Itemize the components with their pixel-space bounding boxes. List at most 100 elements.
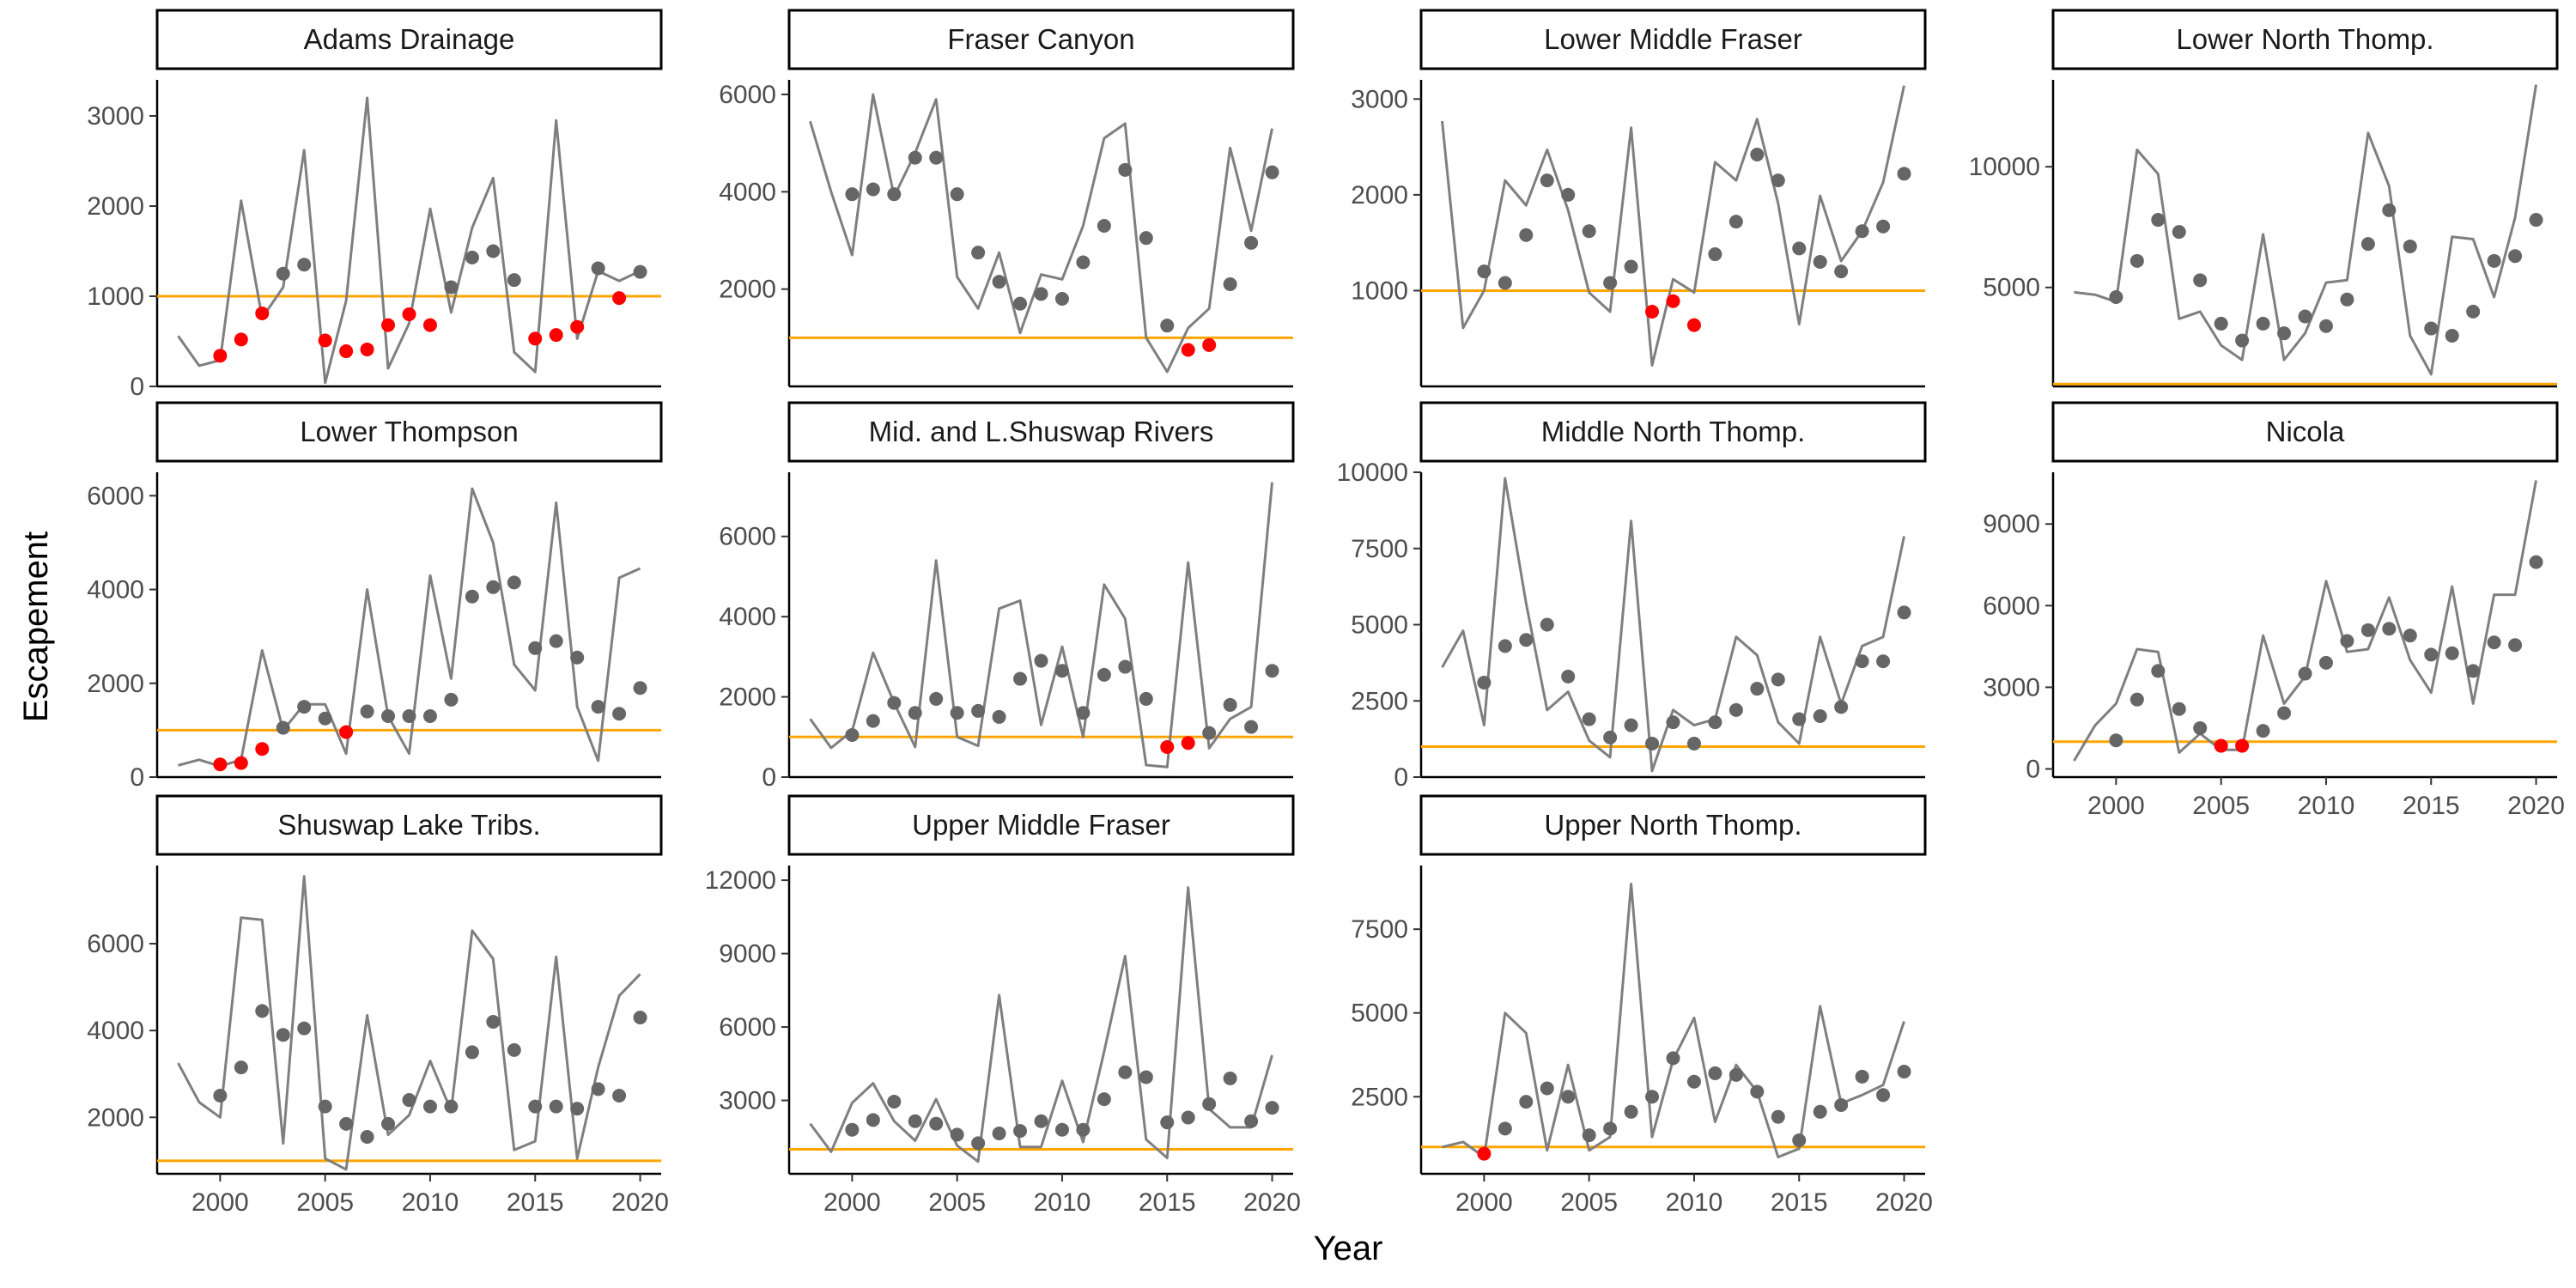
y-tick-label: 3000 xyxy=(1351,85,1408,113)
data-point xyxy=(1265,1101,1279,1115)
escapement-line xyxy=(2074,84,2537,376)
data-point xyxy=(2151,213,2166,228)
data-point-below-threshold xyxy=(570,319,585,334)
data-point xyxy=(1097,219,1111,233)
data-point-below-threshold xyxy=(339,344,354,359)
y-tick-label: 0 xyxy=(130,373,144,401)
data-point xyxy=(591,261,605,276)
data-point xyxy=(1897,1064,1911,1078)
data-point-below-threshold xyxy=(339,725,354,739)
x-tick-label: 2015 xyxy=(2403,792,2460,820)
data-point xyxy=(1876,1088,1891,1103)
data-point xyxy=(549,634,563,648)
data-point xyxy=(2508,638,2523,653)
data-point xyxy=(1561,1090,1576,1104)
x-axis-title: Year xyxy=(1314,1230,1383,1267)
data-point xyxy=(887,187,902,202)
x-tick-label: 2000 xyxy=(191,1188,249,1217)
data-point xyxy=(2403,629,2417,643)
panel-lower-thompson: Lower Thompson 0 2000 4000 6000 xyxy=(87,401,663,792)
data-point xyxy=(339,1116,354,1131)
data-point xyxy=(2529,555,2543,569)
panels: Adams Drainage 0 1000 2000 3000 Fraser Canyon… xyxy=(87,9,2565,1217)
data-point xyxy=(1582,1128,1596,1143)
data-point xyxy=(570,650,585,665)
x-tick-label: 2020 xyxy=(2507,792,2565,820)
data-point xyxy=(1813,254,1827,269)
data-point xyxy=(1771,1109,1785,1124)
x-tick-label: 2010 xyxy=(2298,792,2355,820)
data-point xyxy=(1160,1115,1175,1130)
data-point-below-threshold xyxy=(213,757,228,772)
facet-strip xyxy=(787,794,1295,856)
data-point xyxy=(507,273,521,288)
data-point xyxy=(1498,639,1512,653)
data-point xyxy=(507,575,521,590)
data-point xyxy=(1603,730,1618,744)
data-point xyxy=(1624,259,1638,274)
y-tick-label: 3000 xyxy=(719,1087,776,1115)
data-point xyxy=(486,1015,501,1030)
data-point xyxy=(1139,691,1153,706)
escapement-line xyxy=(809,93,1273,374)
data-point xyxy=(528,1099,543,1114)
data-point xyxy=(276,1028,290,1042)
data-point-below-threshold xyxy=(255,742,270,756)
data-point xyxy=(1265,165,1279,179)
data-point-below-threshold xyxy=(1181,736,1195,750)
data-point xyxy=(2235,333,2250,348)
data-point xyxy=(950,187,964,202)
y-tick-label: 5000 xyxy=(1351,611,1408,640)
data-point-below-threshold xyxy=(213,349,228,363)
panel-adams-drainage: Adams Drainage 0 1000 2000 3000 xyxy=(87,9,663,401)
y-tick-label: 5000 xyxy=(1983,274,2040,302)
data-point xyxy=(2382,203,2397,217)
data-point xyxy=(1034,287,1048,301)
data-point-below-threshold xyxy=(381,318,396,332)
data-point-below-threshold xyxy=(1160,739,1175,754)
data-point xyxy=(866,182,880,197)
data-point xyxy=(1728,702,1743,717)
data-point xyxy=(1223,697,1237,712)
data-point xyxy=(1855,654,1869,669)
data-point xyxy=(908,150,922,165)
data-point xyxy=(234,1060,248,1075)
y-axis-title: Escapement xyxy=(17,532,55,722)
data-point-below-threshold xyxy=(1202,337,1217,352)
data-point xyxy=(1097,1092,1111,1107)
y-tick-label: 0 xyxy=(2026,755,2040,783)
data-point xyxy=(2129,253,2144,268)
data-point xyxy=(360,1130,374,1145)
data-point xyxy=(1054,664,1069,678)
escapement-line xyxy=(1442,883,1905,1158)
y-tick-label: 4000 xyxy=(87,576,144,605)
y-tick-label: 4000 xyxy=(719,603,776,631)
data-point xyxy=(2508,249,2523,264)
data-point-below-threshold xyxy=(1181,343,1195,357)
data-point xyxy=(422,709,437,723)
data-point-below-threshold xyxy=(402,307,416,321)
data-point xyxy=(1540,173,1554,188)
panel-lower-middle-fraser: Lower Middle Fraser 1000 2000 3000 xyxy=(1351,9,1927,388)
data-point xyxy=(2424,647,2439,662)
data-point xyxy=(2466,304,2481,319)
y-tick-label: 6000 xyxy=(87,482,144,510)
data-point xyxy=(1034,653,1048,668)
data-point-below-threshold xyxy=(1645,304,1660,319)
data-point xyxy=(2382,622,2397,636)
data-point xyxy=(1813,709,1827,723)
data-point xyxy=(444,692,459,707)
data-point xyxy=(1834,1098,1849,1113)
x-tick-label: 2010 xyxy=(1034,1188,1091,1217)
data-point xyxy=(845,727,860,742)
data-point xyxy=(1666,1051,1680,1066)
data-point xyxy=(971,1136,986,1151)
data-point xyxy=(1771,173,1785,188)
data-point xyxy=(612,707,627,721)
data-point-below-threshold xyxy=(1477,1146,1492,1161)
data-point-below-threshold xyxy=(1666,294,1680,308)
data-point xyxy=(1603,276,1618,290)
y-tick-label: 2000 xyxy=(87,1103,144,1132)
data-point xyxy=(1708,1066,1722,1080)
